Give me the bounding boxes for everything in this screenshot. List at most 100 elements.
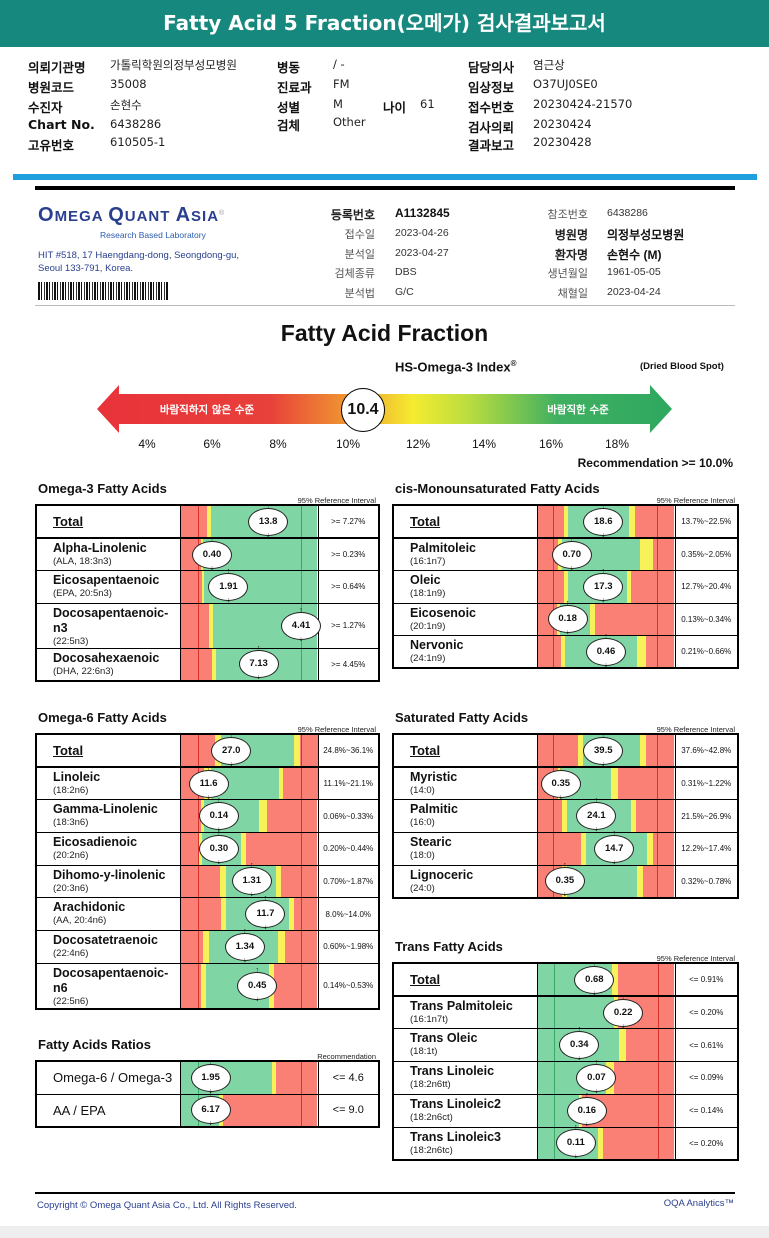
reference-line — [553, 832, 555, 865]
reference-range: 0.60%~1.98% — [318, 929, 379, 964]
divider — [35, 186, 735, 190]
borderline-zone — [619, 1029, 626, 1062]
undesirable-label: 바람직하지 않은 수준 — [160, 403, 255, 416]
range-bar: 0.18 — [536, 599, 676, 638]
reference-line — [301, 865, 303, 898]
value-marker: 0.68 — [574, 960, 615, 999]
value-marker: 0.18 — [547, 599, 588, 638]
acid-name-cell: Eicosadienoic (20:2n6) — [36, 831, 180, 866]
scale-tick-label: 8% — [269, 437, 287, 451]
patient-label: 담당의사 — [468, 60, 515, 75]
reference-line — [658, 1029, 660, 1062]
divider — [35, 1192, 735, 1194]
value-marker: 0.34 — [559, 1025, 600, 1064]
borderline-zone — [630, 800, 637, 832]
value-marker: 0.14 — [198, 796, 239, 835]
acid-notation: (18:2n6ct) — [410, 1111, 453, 1123]
reference-line — [197, 603, 199, 648]
acid-notation: (18:1n9) — [410, 588, 446, 600]
acid-name-cell: Docosapentaenoic-n3 (22:5n3) — [36, 602, 180, 649]
reference-range: 0.13%~0.34% — [675, 602, 738, 636]
reference-range: >= 1.27% — [318, 602, 379, 649]
reference-range: <= 0.14% — [675, 1093, 738, 1128]
borderline-zone — [562, 800, 567, 832]
out-of-range-zone — [180, 800, 202, 832]
table-row: Oleic(18:1n9) 17.3 12.7%~20.4% — [393, 567, 738, 606]
divider — [35, 305, 735, 306]
reference-line — [553, 1029, 555, 1062]
acid-name-cell: Gamma-Linolenic (18:3n6) — [36, 799, 180, 833]
report-label: 참조번호 — [547, 208, 588, 221]
acid-name-cell: Trans Linoleic2 (18:2n6ct) — [393, 1093, 537, 1128]
value-marker: 11.7 — [245, 894, 286, 933]
scale-tick-label: 6% — [203, 437, 221, 451]
patient-value: 20230424-21570 — [533, 97, 633, 111]
table-row: Total 39.5 37.6%~42.8% — [393, 731, 738, 770]
reference-line — [553, 571, 555, 603]
borderline-zone — [560, 636, 565, 668]
acid-name-cell: Omega-6 / Omega-3 — [36, 1060, 180, 1094]
section-table: Total39.537.6%~42.8%Myristic(14:0)0.350.… — [392, 731, 739, 900]
acid-name: Total — [53, 743, 84, 758]
table-row: Total 27.0 24.8%~36.1% — [36, 731, 379, 770]
range-bar: 0.46 — [536, 632, 676, 671]
divider — [13, 174, 757, 180]
reference-line — [657, 800, 659, 832]
acid-notation: (18:1t) — [410, 1046, 438, 1058]
range-bar: 0.70 — [536, 535, 676, 574]
reference-line — [301, 735, 303, 766]
acid-name-cell: Total — [36, 733, 180, 768]
reference-line — [553, 964, 555, 995]
report-label: 병원명 — [554, 228, 588, 242]
reference-line — [553, 1094, 555, 1127]
omega3-index-marker: 10.4 — [341, 388, 385, 432]
age-label: 나이 — [383, 100, 407, 115]
copyright: Copyright © Omega Quant Asia Co., Ltd. A… — [37, 1200, 297, 1211]
acid-name: AA / EPA — [53, 1102, 106, 1118]
borderline-zone — [289, 898, 295, 930]
acid-notation: (22:5n3) — [53, 635, 89, 647]
report-value: 2023-04-26 — [395, 227, 449, 239]
out-of-range-zone — [636, 800, 675, 832]
acid-name: Trans Linoleic3 — [410, 1129, 502, 1144]
patient-value: 20230428 — [533, 135, 592, 149]
out-of-range-zone — [180, 648, 212, 680]
section-table: Total0.68<= 0.91%Trans Palmitoleic(16:1n… — [392, 960, 739, 1162]
table-row: AA / EPA 6.17 <= 9.0 — [36, 1090, 379, 1129]
reference-interval-label: 95% Reference Interval — [297, 725, 376, 734]
report-value: 1961-05-05 — [607, 266, 661, 278]
reference-line — [553, 636, 555, 668]
brand: OQA Analytics™ — [663, 1198, 734, 1209]
fraction-title: Fatty Acid Fraction — [280, 320, 489, 346]
range-bar: 0.35 — [536, 861, 676, 900]
table-row: Linoleic(18:2n6)11.611.1%~21.1% — [36, 764, 379, 803]
acid-name: Palmitoleic — [410, 541, 476, 555]
acid-name: Eicosadienoic — [53, 834, 138, 849]
patient-label: 접수번호 — [468, 100, 515, 115]
out-of-range-zone — [618, 964, 675, 995]
scale-tick-label: 16% — [538, 437, 564, 451]
borderline-zone — [563, 571, 569, 603]
acid-notation: (EPA, 20:5n3) — [53, 588, 112, 600]
acid-name-cell: Trans Palmitoleic (16:1n7t) — [393, 995, 537, 1029]
borderline-zone — [220, 865, 226, 898]
reference-range: <= 9.0 — [318, 1093, 379, 1127]
borderline-zone — [647, 832, 653, 865]
range-bar: 0.40 — [179, 535, 319, 574]
section-table: Total27.024.8%~36.1%Linoleic(18:2n6)11.6… — [35, 731, 380, 1010]
reference-range: >= 0.23% — [318, 537, 379, 571]
lab-logo-subtitle: Research Based Laboratory — [100, 230, 206, 240]
section-title: Fatty Acids Ratios — [38, 1037, 151, 1052]
acid-name-cell: Lignoceric (24:0) — [393, 864, 537, 898]
borderline-zone — [240, 832, 247, 865]
acid-name-cell: Alpha-Linolenic (ALA, 18:3n3) — [36, 537, 180, 571]
scale-tick-label: 10% — [335, 437, 361, 451]
reference-line — [657, 603, 659, 636]
range-bar: 0.30 — [179, 829, 319, 868]
reference-range: 12.7%~20.4% — [675, 570, 738, 604]
acid-name-cell: Trans Oleic (18:1t) — [393, 1028, 537, 1062]
scale-tick-label: 14% — [471, 437, 497, 451]
reference-range: 0.21%~0.66% — [675, 635, 738, 669]
out-of-range-zone — [180, 898, 221, 930]
table-row: Arachidonic(AA, 20:4n6) 11.7 8.0%~14.0% — [36, 894, 379, 933]
